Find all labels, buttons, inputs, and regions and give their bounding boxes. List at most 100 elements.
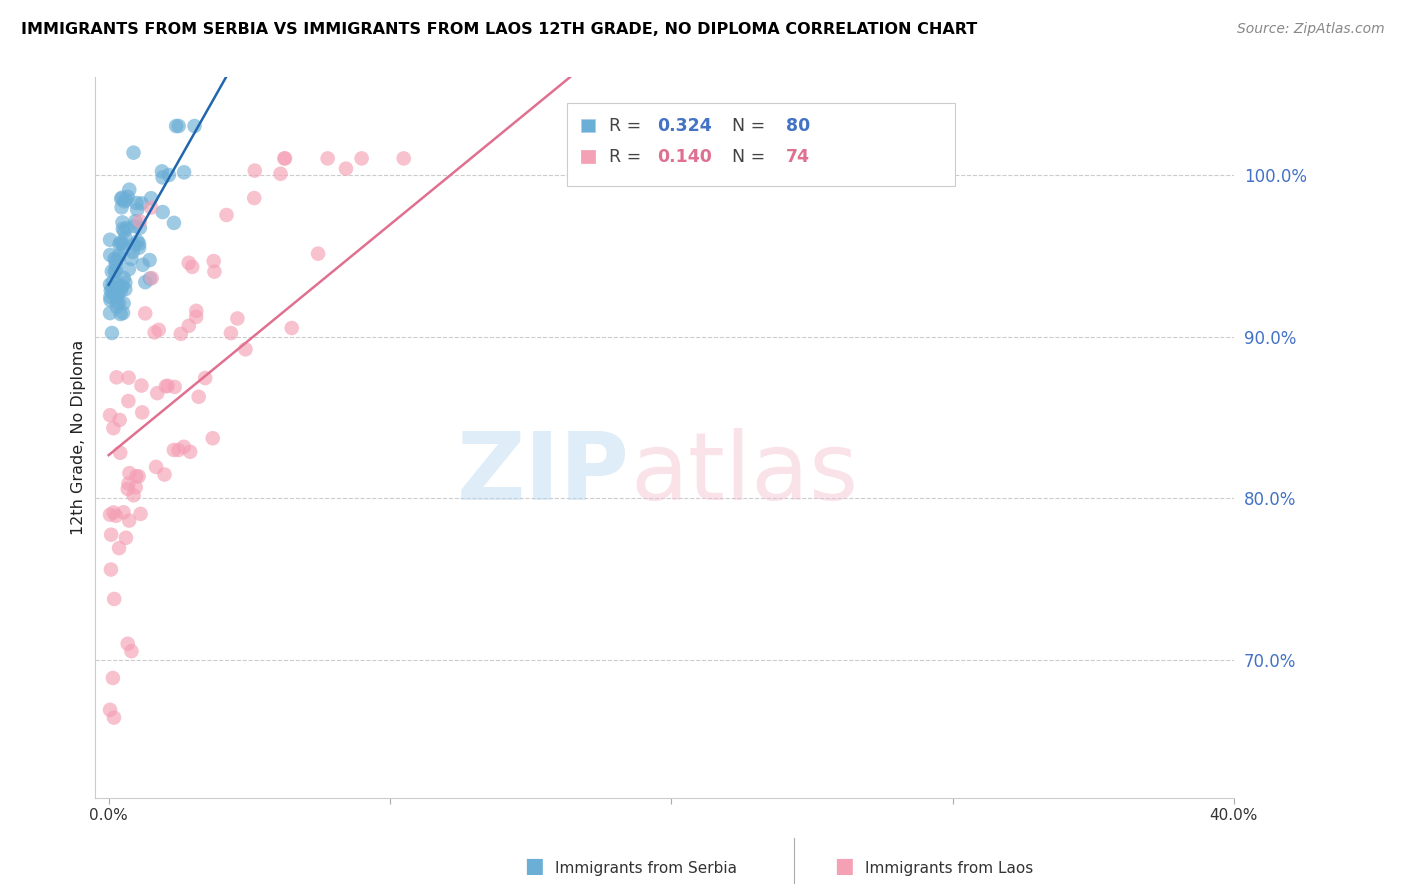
Text: N =: N = [721,117,770,135]
Point [112,271,135,285]
Point [202,254,225,268]
Point [105,370,128,384]
Point [117,370,139,384]
Point [101,281,124,295]
Point [105,294,128,309]
Text: 74: 74 [786,148,810,166]
Point [100,284,122,298]
Point [98,703,121,717]
Point [186,310,208,324]
Point [100,293,122,307]
Point [104,508,127,523]
Point [111,200,134,214]
Point [108,252,131,266]
Point [163,216,186,230]
Point [117,476,139,491]
Point [138,253,160,268]
Point [114,231,136,245]
Point [111,191,134,205]
Point [103,252,125,266]
Text: Source: ZipAtlas.com: Source: ZipAtlas.com [1237,22,1385,37]
Point [128,241,150,255]
Point [179,444,201,458]
Point [107,282,129,296]
Point [98,248,121,262]
Point [117,482,139,496]
Point [124,219,146,234]
Point [104,258,127,272]
Point [111,279,134,293]
Point [134,306,156,320]
Point [121,244,143,259]
Point [103,591,125,606]
Text: ■: ■ [834,856,853,876]
Point [118,183,141,197]
Point [131,405,153,419]
Point [112,306,135,320]
Point [108,237,131,252]
Point [127,235,149,249]
Text: 80: 80 [786,117,810,135]
Point [118,466,141,480]
Point [103,281,125,295]
Point [98,306,121,320]
Point [103,710,125,724]
FancyBboxPatch shape [581,150,595,163]
Point [125,480,148,494]
Point [125,469,148,483]
Point [122,238,145,252]
Text: ■: ■ [524,856,544,876]
Point [270,167,292,181]
Point [98,408,121,422]
Point [307,246,329,260]
Point [186,304,208,318]
Point [181,260,204,274]
Point [110,192,132,206]
Point [148,323,170,337]
Point [152,205,174,219]
Text: Immigrants from Laos: Immigrants from Laos [865,861,1033,876]
Point [108,541,131,555]
Point [105,281,128,295]
Point [150,164,173,178]
Point [157,168,180,182]
Point [124,214,146,228]
Point [201,431,224,445]
Point [183,119,205,133]
Point [101,275,124,289]
Point [350,152,373,166]
Point [153,467,176,482]
Point [101,671,124,685]
Point [145,459,167,474]
FancyBboxPatch shape [568,103,955,186]
Point [226,311,249,326]
Point [273,152,295,166]
Point [111,222,134,236]
Point [146,386,169,401]
Point [115,221,138,235]
Point [120,644,142,658]
FancyBboxPatch shape [581,120,595,132]
Point [392,152,415,166]
Point [129,507,152,521]
Point [274,152,297,166]
Point [243,163,266,178]
Point [152,170,174,185]
Point [100,527,122,541]
Point [110,235,132,250]
Text: Immigrants from Serbia: Immigrants from Serbia [555,861,737,876]
Text: IMMIGRANTS FROM SERBIA VS IMMIGRANTS FROM LAOS 12TH GRADE, NO DIPLOMA CORRELATIO: IMMIGRANTS FROM SERBIA VS IMMIGRANTS FRO… [21,22,977,37]
Text: 0.324: 0.324 [657,117,711,135]
Text: atlas: atlas [630,428,858,520]
Point [243,191,266,205]
Point [117,637,139,651]
Point [177,318,200,333]
Point [139,191,162,205]
Point [98,290,121,304]
Point [880,164,903,178]
Point [163,380,186,394]
Text: ZIP: ZIP [457,428,630,520]
Point [114,282,136,296]
Point [101,264,124,278]
Point [101,326,124,340]
